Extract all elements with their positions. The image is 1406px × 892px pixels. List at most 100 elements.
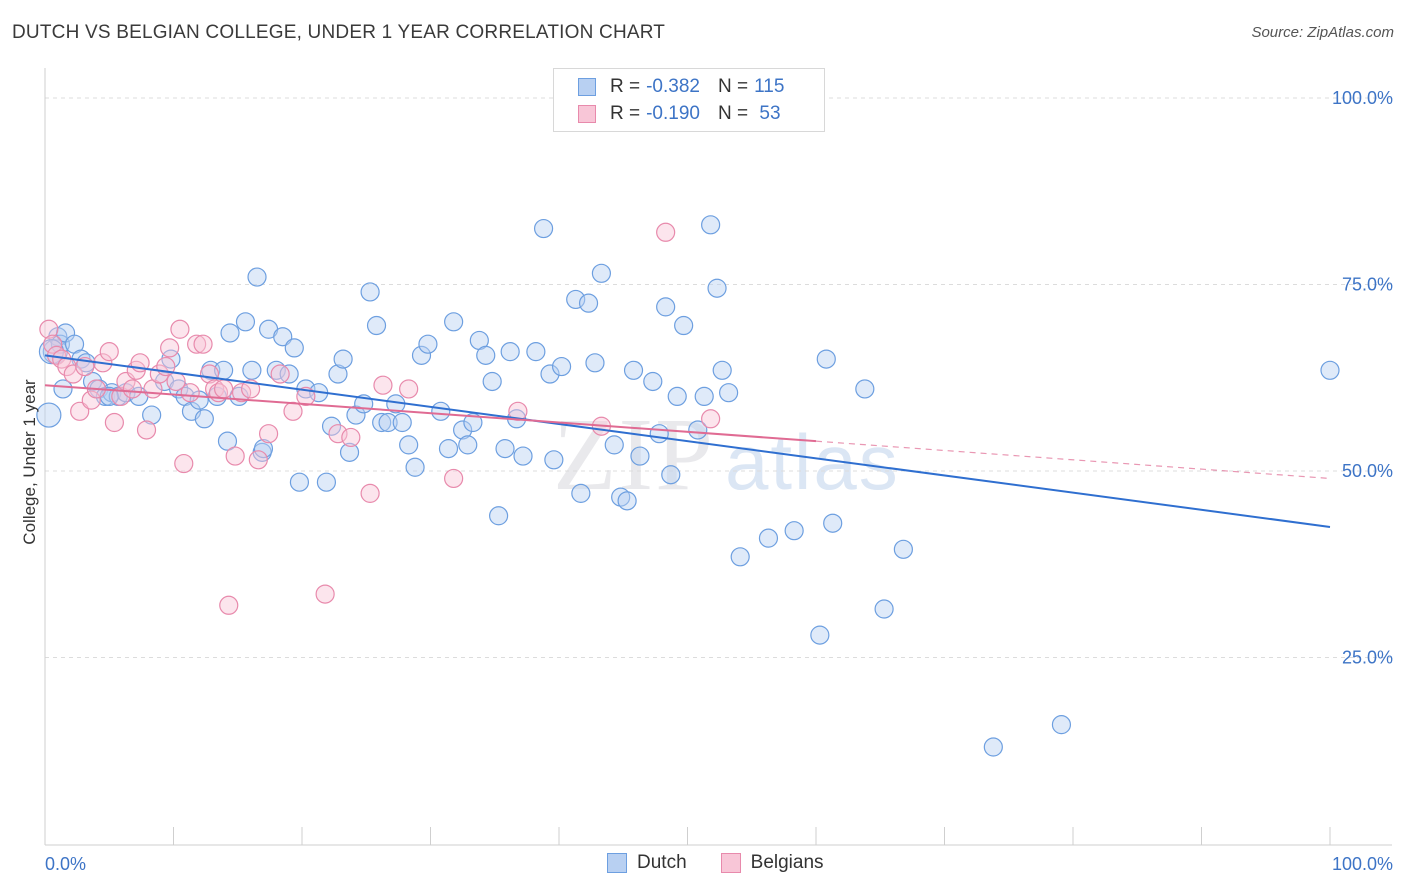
data-point [70,401,90,421]
data-point [661,465,681,485]
data-point [373,375,393,395]
data-point [253,439,274,459]
trend-line-dutch [44,354,1331,528]
data-point [392,412,412,433]
data-point [289,472,310,492]
legend-n-value: 115 [754,76,785,97]
data-point [719,383,739,403]
data-point [983,737,1003,757]
data-point [444,468,464,489]
data-point [270,364,290,384]
data-point [1320,360,1340,380]
data-point [360,282,380,302]
data-point [495,439,515,459]
data-point [489,506,509,526]
data-point [99,342,119,362]
data-point [566,289,586,310]
data-point [333,349,353,369]
data-point [578,293,599,313]
data-point [643,371,663,392]
legend-r-label: R = [610,103,641,124]
y-axis-label: College, Under 1 year [20,379,39,545]
series-swatch-dutch [607,853,627,873]
data-point [585,353,605,373]
data-point [411,345,432,365]
y-tick-label: 75.0% [1342,275,1393,295]
data-point [623,360,644,380]
data-point [378,412,398,433]
data-point [136,420,157,440]
data-point [604,435,624,455]
data-point [247,267,267,287]
legend-n-label: N = [717,103,749,124]
trend-lines [44,354,1331,528]
legend-r-value: -0.190 [646,103,700,124]
legend-row-belgians: R = -0.190 N = 53 [578,101,781,127]
data-point [339,442,360,462]
data-point [571,483,591,503]
series-label-belgians: Belgians [750,852,824,873]
data-point [284,338,304,358]
data-point [341,427,361,448]
watermark: ZIP atlas [553,395,900,514]
trend-extension-belgians [815,440,1331,480]
axes [44,68,1392,846]
data-point [283,401,303,421]
data-point [170,319,190,339]
data-point [533,218,554,239]
legend-swatch-belgians [578,105,596,123]
data-point [649,424,669,444]
data-point [444,312,464,332]
data-point [893,539,913,559]
legend-n-value: 53 [754,103,781,124]
data-point [701,215,721,235]
data-point [784,521,804,541]
data-point [701,409,721,429]
data-point [81,390,101,410]
data-point [328,424,348,444]
data-point [266,360,286,380]
data-point [551,356,572,377]
series-legend-belgians[interactable]: Belgians [720,852,824,874]
data-point [39,319,59,339]
data-point [476,345,496,365]
series-belgians-points [39,222,721,615]
data-point [591,263,612,283]
data-point [328,364,348,384]
data-point [730,547,750,567]
data-point [169,379,189,399]
x-tick-label: 100.0% [1332,854,1393,874]
data-point [513,446,533,466]
legend-r-value: -0.382 [646,76,700,97]
data-point [712,360,732,380]
data-point [399,379,419,399]
data-point [810,625,830,645]
watermark-atlas: atlas [725,418,900,506]
data-point [874,599,894,619]
data-point [142,405,162,425]
trend-line-belgians [44,384,817,443]
data-point [656,297,676,317]
tick-labels: 100.0% 75.0% 50.0% 25.0% 0.0% 100.0% College, … [20,88,1393,874]
data-point [617,491,637,511]
watermark-zip: ZIP [553,397,715,512]
data-point [688,420,708,440]
data-point [431,401,451,421]
data-point [816,349,836,369]
series-legend-dutch[interactable]: Dutch [607,852,687,874]
data-point [694,386,714,406]
data-point [482,371,502,392]
data-point [187,334,207,354]
data-point [63,364,83,384]
data-point [823,513,843,533]
data-point [219,595,239,615]
data-point [405,457,425,477]
data-points [36,215,1340,757]
data-point [674,315,694,336]
data-point [241,379,261,399]
data-point [544,450,564,470]
data-point [758,528,779,548]
data-point [273,327,293,347]
data-point [526,342,546,362]
